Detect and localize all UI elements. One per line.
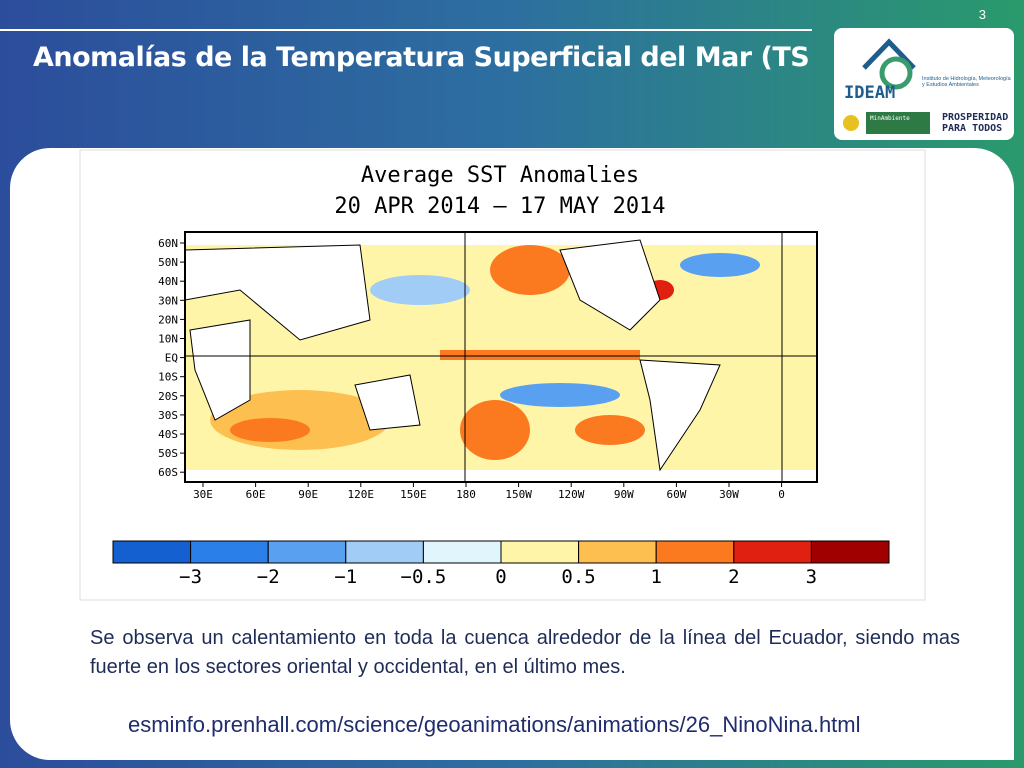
colorbar-swatch xyxy=(267,540,347,564)
colorbar-swatch xyxy=(190,540,269,564)
lat-label: 20N xyxy=(158,313,178,326)
colorbar-label: −0.5 xyxy=(401,566,447,588)
lon-label: 180 xyxy=(456,488,476,501)
map-title: Average SST Anomalies xyxy=(361,163,639,188)
lon-label: 90W xyxy=(614,488,634,501)
colorbar-label: 0 xyxy=(495,566,506,588)
lat-label: 40S xyxy=(158,428,178,441)
lat-label: 60S xyxy=(158,466,178,479)
lon-label: 60E xyxy=(246,488,266,501)
lat-label: 40N xyxy=(158,275,178,288)
colorbar-swatch xyxy=(733,540,812,564)
colorbar-swatch xyxy=(500,540,580,564)
colorbar-swatch xyxy=(422,540,502,564)
lat-label: 50N xyxy=(158,256,178,269)
lat-label: 60N xyxy=(158,237,178,250)
logo-ministry: MinAmbiente xyxy=(870,115,910,122)
logo-institute: Instituto de Hidrología, Meteorología y … xyxy=(922,76,1011,88)
lon-label: 30W xyxy=(719,488,739,501)
map-subtitle: 20 APR 2014 – 17 MAY 2014 xyxy=(334,194,665,219)
logo-slogan: PROSPERIDAD xyxy=(942,112,1008,123)
lon-label: 90E xyxy=(298,488,318,501)
lon-label: 30E xyxy=(193,488,213,501)
lon-label: 150W xyxy=(505,488,532,501)
lat-label: 50S xyxy=(158,447,178,460)
logo: IDEAM Instituto de Hidrología, Meteorolo… xyxy=(834,28,1014,140)
colorbar-swatch xyxy=(810,540,890,564)
colorbar-label: 0.5 xyxy=(561,566,595,588)
lon-label: 0 xyxy=(778,488,785,501)
lon-label: 150E xyxy=(400,488,427,501)
map-border xyxy=(184,231,818,483)
lat-label: 10S xyxy=(158,371,178,384)
colorbar-label: 3 xyxy=(806,566,817,588)
logo-slogan: PARA TODOS xyxy=(942,123,1002,134)
colorbar-swatch xyxy=(578,540,657,564)
lat-label: 10N xyxy=(158,333,178,346)
lon-label: 60W xyxy=(666,488,686,501)
colorbar-swatch xyxy=(345,540,424,564)
sst-map: Average SST Anomalies 20 APR 2014 – 17 M… xyxy=(79,149,926,601)
colorbar-label: −3 xyxy=(179,566,202,588)
top-line xyxy=(0,29,812,31)
colorbar-label: −2 xyxy=(257,566,280,588)
lat-label: EQ xyxy=(165,352,178,365)
lon-label: 120W xyxy=(558,488,585,501)
slide-title: Anomalías de la Temperatura Superficial … xyxy=(33,42,810,73)
colorbar-swatch xyxy=(655,540,735,564)
lat-label: 30N xyxy=(158,294,178,307)
slide-number: 3 xyxy=(978,7,986,22)
body-paragraph: Se observa un calentamiento en toda la c… xyxy=(90,627,960,678)
logo-name: IDEAM xyxy=(844,83,895,103)
colorbar-label: 2 xyxy=(728,566,739,588)
colorbar-swatch xyxy=(112,540,192,564)
colorbar-label: −1 xyxy=(334,566,357,588)
lat-label: 30S xyxy=(158,409,178,422)
source-link: esminfo.prenhall.com/science/geoanimatio… xyxy=(128,712,861,737)
anomaly-field xyxy=(185,232,817,482)
colorbar-label: 1 xyxy=(650,566,661,588)
lon-label: 120E xyxy=(348,488,375,501)
lat-label: 20S xyxy=(158,390,178,403)
logo-art: IDEAM Instituto de Hidrología, Meteorolo… xyxy=(843,38,1011,134)
